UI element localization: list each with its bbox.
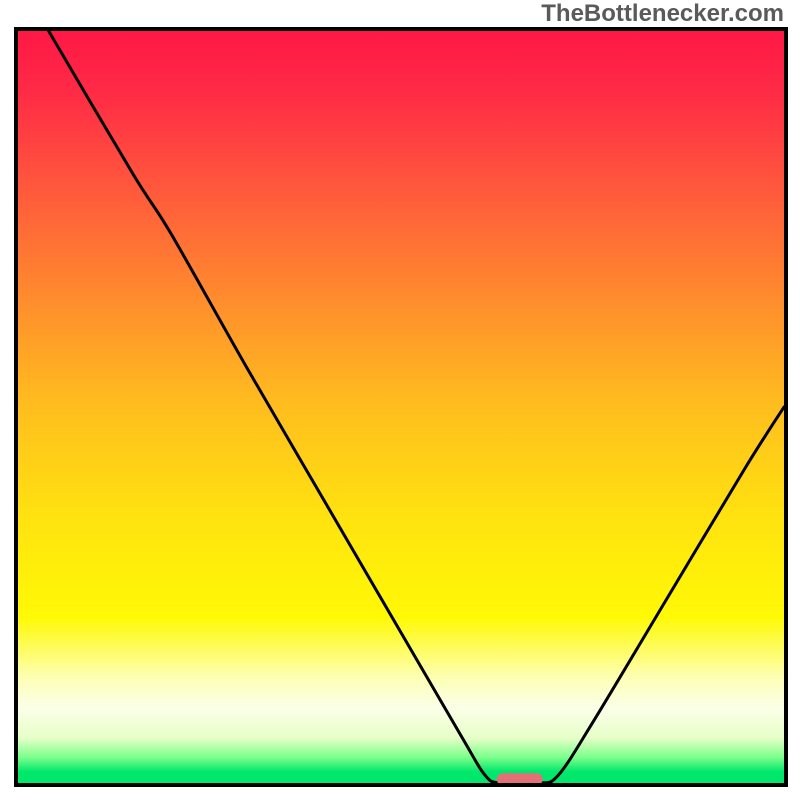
watermark-text: TheBottlenecker.com: [541, 0, 784, 28]
chart-background: [18, 31, 784, 783]
bottleneck-chart-svg: [0, 0, 800, 800]
chart-container: TheBottlenecker.com: [0, 0, 800, 800]
